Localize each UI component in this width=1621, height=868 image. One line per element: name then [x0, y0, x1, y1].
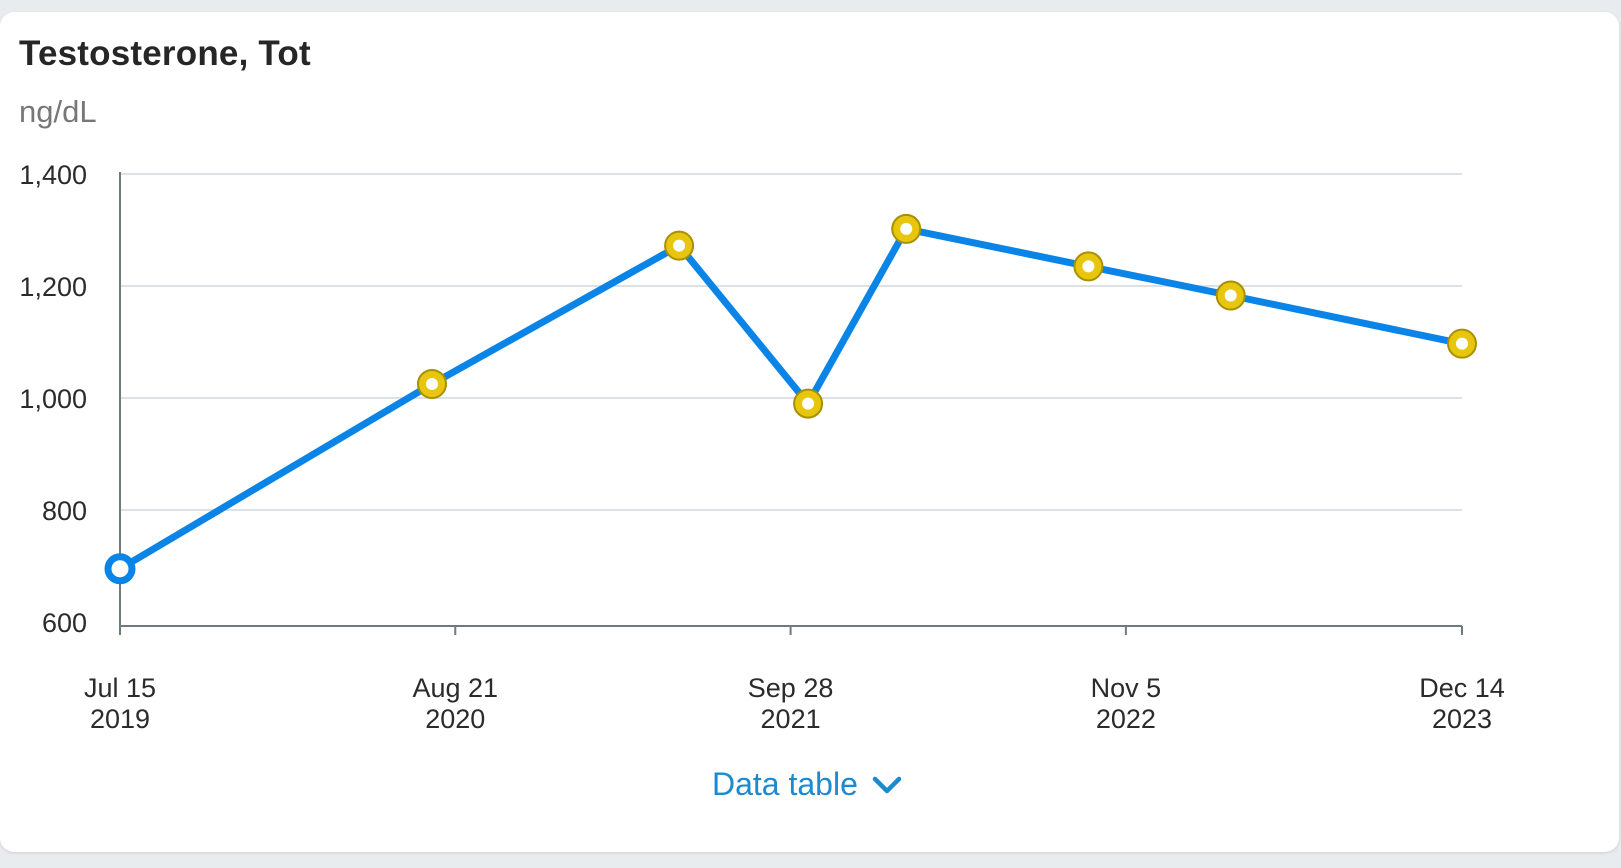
axes	[119, 172, 1463, 635]
data-point[interactable]	[1073, 251, 1104, 282]
y-tick-labels: 600 800 1,000 1,200 1,400	[19, 160, 87, 638]
x-tick-label-date: Aug 21	[413, 673, 499, 703]
data-point[interactable]	[793, 388, 824, 419]
x-tick-label-year: 2019	[90, 704, 150, 734]
y-tick-label: 800	[42, 496, 87, 526]
x-tick-label-date: Sep 28	[748, 673, 834, 703]
data-table-label: Data table	[712, 766, 858, 802]
x-tick-label-year: 2021	[761, 704, 821, 734]
data-point-center	[673, 239, 686, 252]
x-tick-label-year: 2023	[1432, 704, 1492, 734]
data-point-center	[1082, 260, 1095, 273]
chart-card: Testosterone, Tot ng/dL	[0, 12, 1619, 852]
chart-title: Testosterone, Tot	[19, 34, 311, 73]
chart-unit: ng/dL	[19, 94, 97, 129]
data-point-center	[1224, 289, 1237, 302]
x-tick-label-year: 2020	[425, 704, 485, 734]
chevron-down-icon	[872, 776, 902, 793]
y-tick-label: 600	[42, 608, 87, 638]
y-tick-label: 1,000	[19, 384, 87, 414]
x-tick-label-date: Dec 14	[1419, 673, 1505, 703]
data-point[interactable]	[891, 213, 922, 244]
data-point[interactable]	[664, 230, 695, 261]
data-point-center	[802, 397, 815, 410]
grid-lines	[120, 173, 1462, 511]
data-table-toggle[interactable]: Data table	[712, 766, 902, 803]
data-point[interactable]	[1447, 328, 1477, 359]
data-point[interactable]	[1215, 280, 1246, 311]
data-point-first[interactable]	[104, 553, 136, 585]
data-point-center	[425, 378, 438, 390]
x-tick-label-year: 2022	[1096, 704, 1156, 734]
x-tick-label-date: Nov 5	[1091, 673, 1162, 703]
series-line	[116, 225, 1466, 573]
y-tick-label: 1,400	[19, 160, 87, 190]
data-point-center	[900, 222, 913, 235]
series-group	[104, 213, 1477, 585]
x-tick-label-date: Jul 15	[84, 673, 156, 703]
data-point-center	[1456, 337, 1468, 350]
data-point[interactable]	[416, 369, 447, 399]
y-tick-label: 1,200	[19, 272, 87, 302]
